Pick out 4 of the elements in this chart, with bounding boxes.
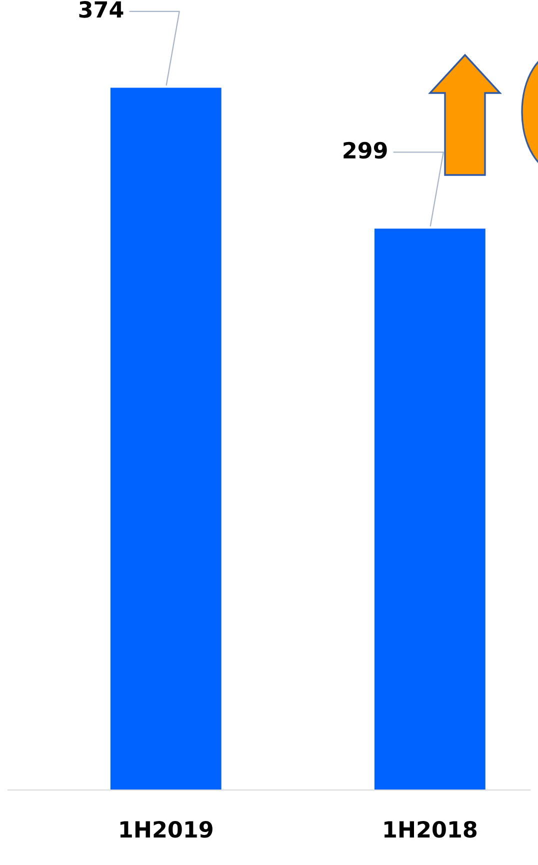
data-label: 374 [79,1,124,18]
x-tick-label: 1H2019 [120,820,212,838]
data-label: 299 [344,142,387,159]
x-tick-label: 1H2018 [384,820,477,838]
